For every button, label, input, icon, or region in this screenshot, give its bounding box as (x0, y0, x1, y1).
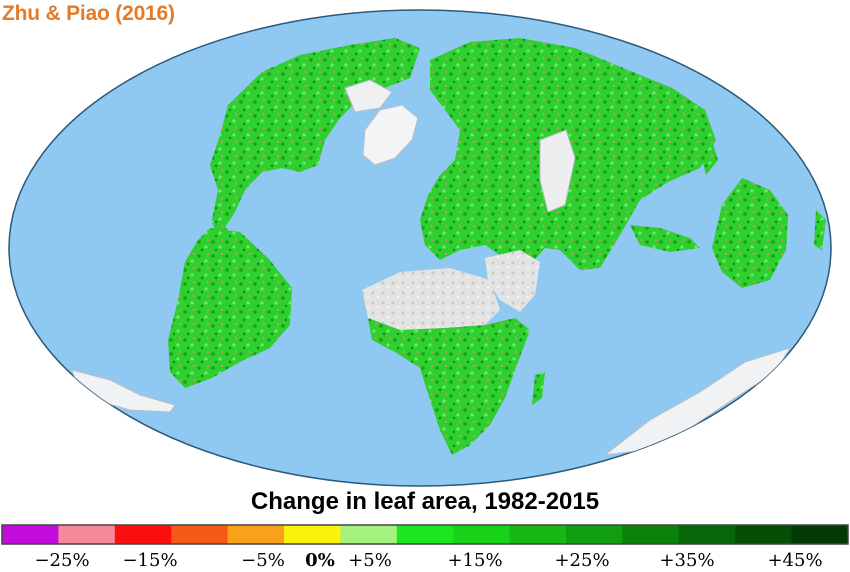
colorbar (1, 524, 849, 545)
colorbar-bin (284, 525, 341, 544)
colorbar-outline (1, 524, 849, 545)
colorbar-bin (340, 525, 398, 544)
colorbar-bin (735, 525, 793, 544)
colorbar-bin (2, 525, 59, 544)
colorbar-bin (171, 525, 229, 544)
southeast-asia (630, 225, 700, 252)
colorbar-bin (227, 525, 285, 544)
new-zealand (814, 210, 826, 250)
colorbar-bin (509, 525, 567, 544)
world-map (8, 9, 832, 487)
colorbar-bin (678, 525, 736, 544)
arabia-desert (485, 250, 540, 312)
australia (712, 178, 788, 288)
arctic-ice (344, 79, 393, 113)
colorbar-bin (791, 525, 849, 544)
colorbar-tick-label: +5% (348, 550, 392, 571)
colorbar-tick-label: +25% (554, 550, 610, 571)
colorbar-bin (453, 525, 511, 544)
central-asia-ice (539, 129, 576, 213)
colorbar-bin (566, 525, 623, 544)
colorbar-bin (622, 525, 680, 544)
south-america (168, 228, 292, 388)
colorbar-tick-label: −15% (122, 550, 178, 571)
colorbar-bin (396, 525, 454, 544)
africa (368, 318, 530, 455)
colorbar-tick-label: +45% (767, 550, 823, 571)
sahara-desert (362, 268, 500, 330)
greenland (362, 104, 419, 166)
credit-text: Zhu & Piao (2016) (2, 2, 175, 25)
colorbar-tick-label: +35% (659, 550, 715, 571)
colorbar-tick-label: +15% (447, 550, 503, 571)
colorbar-bin (58, 525, 116, 544)
legend-title: Change in leaf area, 1982-2015 (250, 488, 600, 515)
colorbar-tick-label: −25% (34, 550, 90, 571)
japan (700, 140, 718, 175)
colorbar-tick-label: 0% (305, 550, 335, 571)
colorbar-tick-label: −5% (241, 550, 285, 571)
colorbar-bin (114, 525, 172, 544)
madagascar (532, 372, 545, 405)
